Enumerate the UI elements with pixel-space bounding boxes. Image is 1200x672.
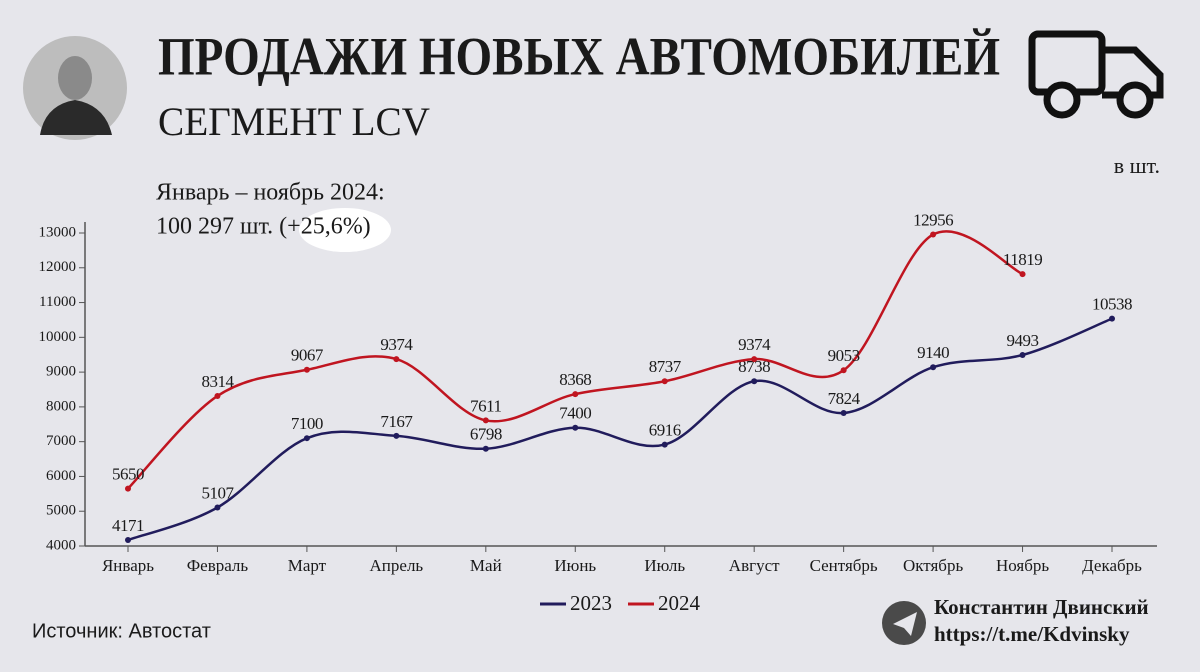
x-tick-label: Ноябрь — [996, 556, 1049, 575]
chart-subtitle: СЕГМЕНТ LCV — [158, 99, 430, 144]
data-point — [125, 485, 131, 492]
y-tick-label: 10000 — [39, 329, 77, 345]
annotation: 100 297 шт. (+25,6%) — [156, 214, 371, 240]
x-tick-label: Февраль — [187, 556, 249, 575]
x-tick-label: Август — [729, 556, 780, 575]
data-point — [482, 445, 489, 452]
data-label: 8368 — [559, 370, 591, 389]
data-point — [1109, 315, 1115, 322]
legend-label: 2024 — [658, 591, 701, 615]
x-tick-label: Март — [288, 556, 327, 575]
data-point — [214, 392, 221, 399]
data-label: 7100 — [291, 414, 323, 433]
x-tick-label: Декабрь — [1082, 556, 1142, 575]
x-tick-label: Сентябрь — [810, 556, 878, 575]
data-point — [930, 231, 937, 238]
data-point — [393, 356, 400, 363]
unit-label: в шт. — [1114, 153, 1160, 178]
legend-label: 2023 — [570, 591, 612, 615]
data-point — [751, 378, 758, 385]
x-tick-label: Январь — [102, 556, 154, 575]
y-tick-label: 4000 — [46, 537, 76, 553]
data-label: 8737 — [649, 357, 682, 376]
author-name: Константин Двинский — [934, 595, 1149, 619]
data-label: 9374 — [738, 335, 771, 354]
data-point — [393, 432, 400, 439]
data-point — [572, 424, 579, 431]
x-tick-label: Октябрь — [903, 556, 963, 575]
data-label: 9053 — [828, 346, 860, 365]
data-label: 11819 — [1003, 250, 1042, 269]
data-point — [1019, 351, 1026, 358]
data-point — [214, 504, 221, 511]
data-point — [840, 367, 847, 374]
x-tick-label: Июнь — [554, 556, 596, 575]
annotation: Январь – ноябрь 2024: — [156, 180, 385, 206]
data-point — [930, 364, 937, 371]
truck-icon — [1028, 30, 1164, 119]
data-label: 4171 — [112, 516, 144, 535]
data-label: 5650 — [112, 465, 144, 484]
data-point — [572, 391, 579, 398]
portrait — [23, 36, 127, 140]
data-point — [751, 356, 758, 363]
data-point — [661, 378, 668, 385]
chart-title: ПРОДАЖИ НОВЫХ АВТОМОБИЛЕЙ — [158, 26, 1000, 86]
series-line — [127, 317, 1113, 542]
data-point — [303, 435, 310, 442]
data-point — [1019, 271, 1026, 278]
data-point — [303, 366, 310, 373]
x-tick-label: Май — [470, 556, 502, 575]
data-label: 12956 — [913, 210, 953, 229]
y-tick-label: 5000 — [46, 503, 76, 519]
data-label: 7167 — [380, 412, 413, 431]
data-label: 6798 — [470, 425, 502, 444]
data-label: 5107 — [201, 483, 234, 502]
data-label: 8738 — [738, 357, 770, 376]
data-label: 9067 — [291, 346, 324, 365]
y-tick-label: 13000 — [39, 224, 77, 240]
data-point — [482, 417, 489, 424]
data-label: 9493 — [1007, 331, 1039, 350]
author-link: https://t.me/Kdvinsky — [934, 622, 1130, 646]
data-label: 7611 — [470, 396, 501, 415]
data-label: 7824 — [828, 389, 861, 408]
data-label: 9140 — [917, 343, 949, 362]
data-point — [661, 441, 668, 448]
data-point — [840, 410, 847, 417]
x-tick-label: Июль — [644, 556, 685, 575]
telegram-icon — [882, 601, 926, 645]
source: Источник: Автостат — [32, 620, 211, 642]
y-tick-label: 6000 — [46, 468, 76, 484]
highlight — [299, 208, 391, 252]
data-label: 8314 — [201, 372, 234, 391]
data-label: 7400 — [559, 404, 591, 423]
y-tick-label: 11000 — [39, 294, 76, 310]
y-tick-label: 9000 — [46, 364, 76, 380]
data-label: 6916 — [649, 420, 681, 439]
y-tick-label: 8000 — [46, 398, 76, 414]
data-label: 9374 — [380, 335, 413, 354]
data-label: 10538 — [1092, 295, 1132, 314]
y-tick-label: 12000 — [39, 259, 77, 275]
data-point — [125, 537, 131, 544]
y-tick-label: 7000 — [46, 433, 76, 449]
x-tick-label: Апрель — [370, 556, 424, 575]
